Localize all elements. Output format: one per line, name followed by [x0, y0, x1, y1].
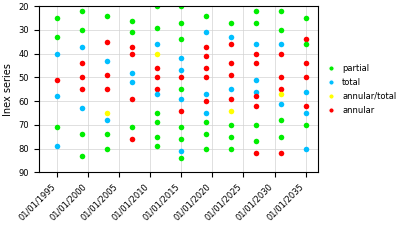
Y-axis label: Inex series: Inex series [3, 63, 13, 116]
Legend: partial, total, annular/total, annular: partial, total, annular/total, annular [322, 63, 397, 116]
